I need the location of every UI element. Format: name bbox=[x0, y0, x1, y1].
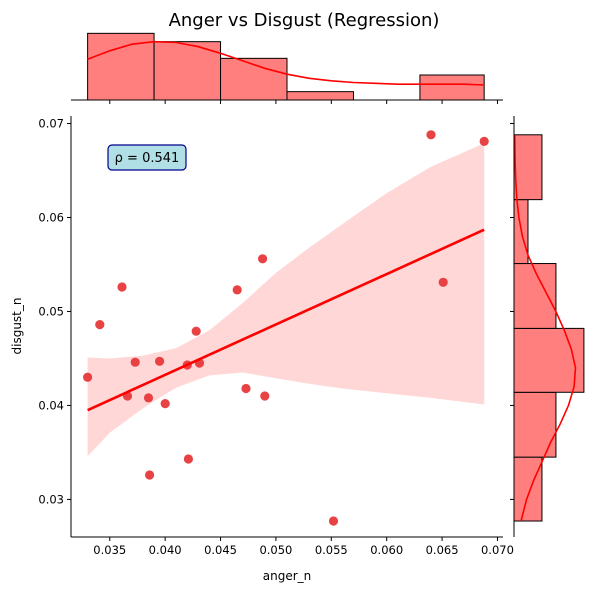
x-tick-label: 0.070 bbox=[481, 543, 514, 557]
scatter-point bbox=[143, 393, 154, 403]
y-tick-label: 0.05 bbox=[38, 304, 64, 318]
scatter-point bbox=[232, 285, 242, 295]
confidence-band bbox=[87, 143, 485, 457]
right-hist-bar bbox=[513, 456, 543, 522]
top-hist-bar bbox=[286, 91, 354, 101]
scatter-point bbox=[479, 136, 489, 146]
scatter-point bbox=[191, 326, 201, 336]
top-hist-ticks bbox=[109, 100, 498, 104]
scatter-point bbox=[260, 391, 270, 401]
y-axis-label: disgust_n bbox=[10, 298, 24, 355]
x-tick-label: 0.045 bbox=[204, 543, 237, 557]
main-scatter-plot bbox=[83, 130, 489, 526]
right-marginal-histogram bbox=[513, 134, 585, 522]
scatter-point bbox=[145, 470, 155, 480]
annotation-box bbox=[107, 144, 187, 171]
top-hist-bar bbox=[419, 74, 485, 101]
x-tick-label: 0.050 bbox=[259, 543, 292, 557]
scatter-point bbox=[438, 277, 448, 287]
top-hist-bar bbox=[87, 32, 155, 101]
scatter-point bbox=[83, 372, 93, 382]
x-axis-label: anger_n bbox=[263, 569, 312, 583]
chart-title: Anger vs Disgust (Regression) bbox=[169, 10, 440, 31]
right-hist-ticks bbox=[510, 123, 514, 500]
y-tick-label: 0.03 bbox=[38, 492, 64, 506]
x-tick-label: 0.060 bbox=[370, 543, 403, 557]
x-tick-label: 0.040 bbox=[149, 543, 182, 557]
right-hist-bar bbox=[513, 134, 543, 201]
scatter-point bbox=[95, 320, 105, 330]
top-kde-curve bbox=[87, 40, 485, 86]
y-axis-ticks: 0.03 0.04 0.05 0.06 0.07 bbox=[38, 117, 71, 506]
top-marginal-histogram bbox=[87, 32, 485, 101]
correlation-annotation: ρ = 0.541 bbox=[107, 144, 187, 171]
right-hist-bar bbox=[513, 391, 557, 458]
scatter-point bbox=[183, 454, 193, 464]
x-tick-label: 0.065 bbox=[426, 543, 459, 557]
top-hist-bar bbox=[153, 41, 222, 101]
scatter-point bbox=[160, 399, 170, 409]
right-hist-bar bbox=[513, 263, 557, 329]
scatter-point bbox=[117, 282, 127, 292]
scatter-point bbox=[328, 516, 339, 526]
x-tick-label: 0.035 bbox=[93, 543, 126, 557]
x-axis-ticks: 0.035 0.040 0.045 0.050 0.055 0.060 0.065 0.070 bbox=[93, 537, 514, 557]
y-tick-label: 0.07 bbox=[38, 117, 64, 131]
scatter-point bbox=[155, 356, 165, 366]
x-tick-label: 0.055 bbox=[315, 543, 348, 557]
right-kde-curve bbox=[513, 134, 577, 522]
annotation-text: ρ = 0.541 bbox=[115, 151, 180, 166]
scatter-point bbox=[130, 357, 140, 367]
scatter-point bbox=[241, 383, 251, 394]
y-tick-label: 0.04 bbox=[38, 398, 64, 412]
scatter-point bbox=[426, 130, 436, 140]
scatter-point bbox=[258, 254, 268, 264]
y-tick-label: 0.06 bbox=[38, 210, 64, 224]
regression-line bbox=[87, 228, 485, 412]
